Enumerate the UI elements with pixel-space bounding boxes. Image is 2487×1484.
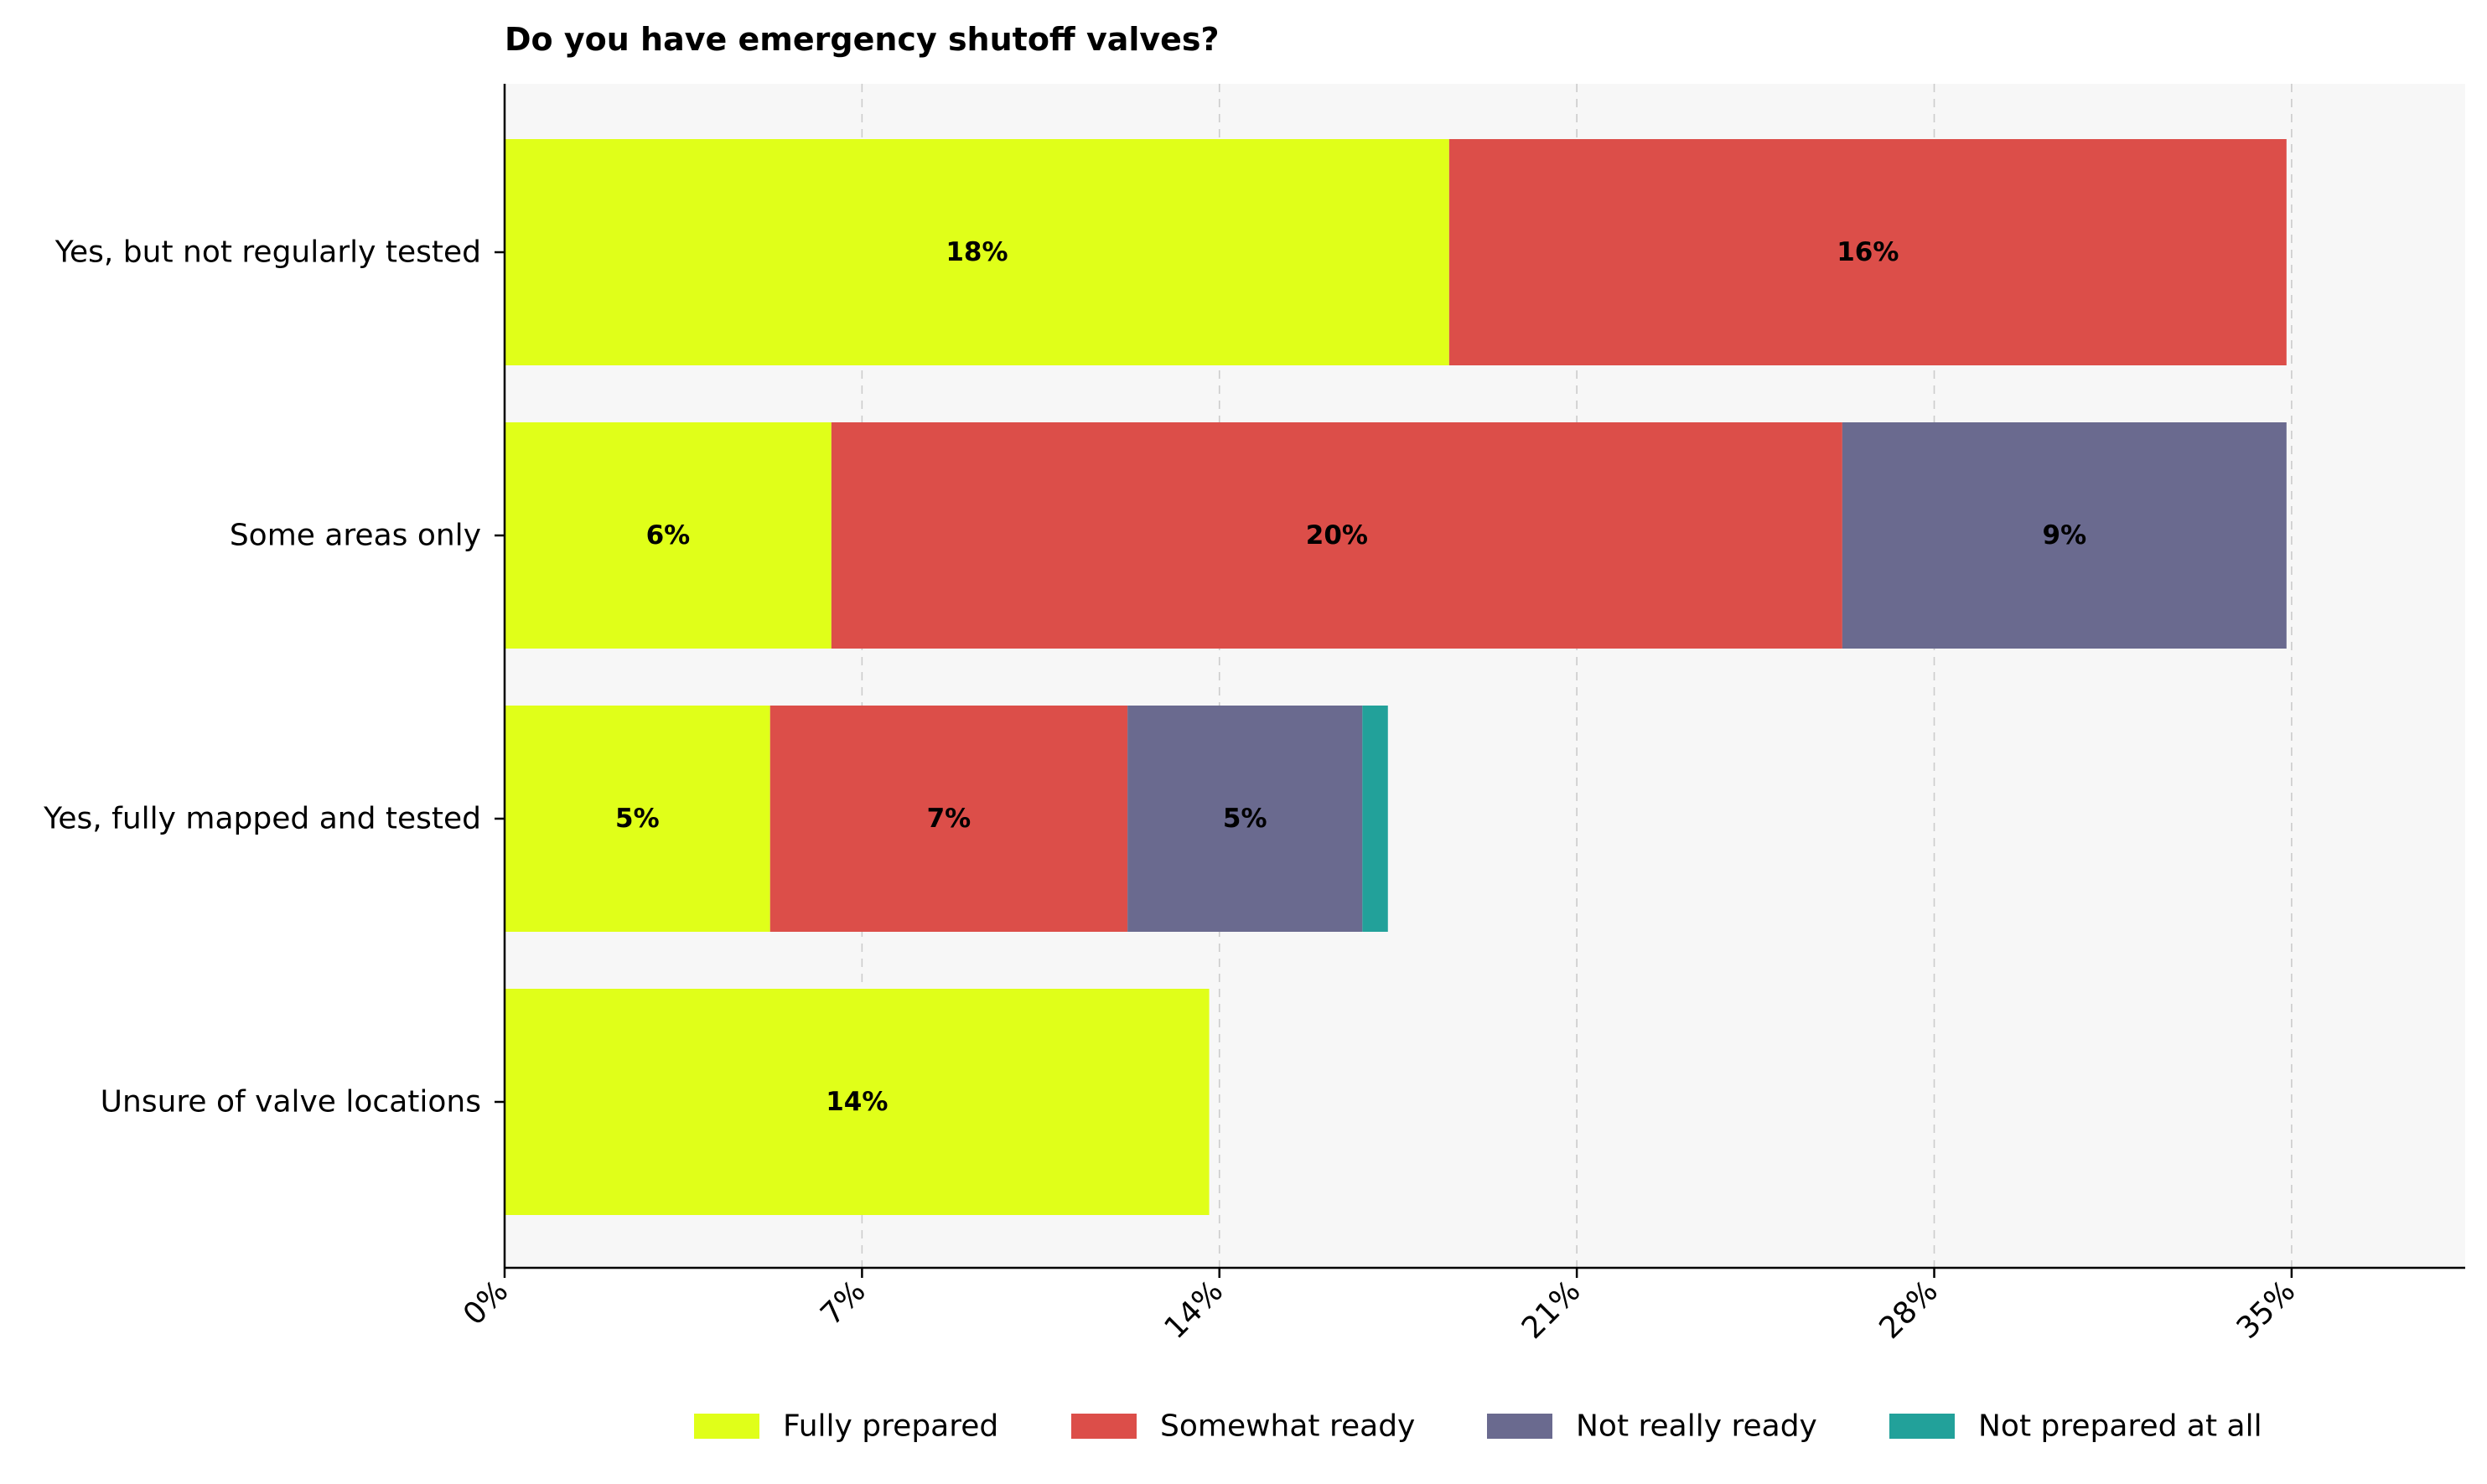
x-tick-label: 35% [2231,1274,2303,1346]
bar-value-labels: 18% 16% 6% 20% 9% 5% 7% 5% 14% [615,237,2086,1117]
x-tick-label: 0% [457,1274,515,1331]
legend-swatch [1071,1414,1137,1439]
bar-value-label: 14% [826,1087,888,1117]
x-tick-label: 14% [1158,1274,1231,1346]
bar-segment [1842,422,2287,649]
legend-label: Somewhat ready [1160,1409,1415,1444]
bar-segment [505,422,832,649]
bar-value-label: 20% [1306,520,1368,551]
legend-label: Fully prepared [783,1409,998,1444]
bars [505,139,2287,1215]
x-tick-label: 21% [1516,1274,1588,1346]
category-label: Yes, fully mapped and tested [43,802,481,836]
bar-value-label: 6% [646,520,691,551]
category-label: Yes, but not regularly tested [54,235,481,270]
bar-segment [505,139,1449,365]
bar-segment [1127,706,1363,932]
bar-value-label: 18% [946,237,1008,267]
axes [495,84,2465,1278]
category-labels: Yes, but not regularly tested Some areas … [43,235,481,1119]
bar-segment [505,706,770,932]
legend: Fully prepared Somewhat ready Not really r… [694,1409,2262,1444]
legend-swatch [1487,1414,1552,1439]
x-tick-label: 7% [814,1274,872,1331]
legend-swatch [1889,1414,1955,1439]
legend-label: Not prepared at all [1978,1409,2262,1444]
bar-value-label: 9% [2043,520,2087,551]
legend-label: Not really ready [1576,1409,1817,1444]
bar-segment [831,422,1842,649]
category-label: Some areas only [230,519,481,553]
bar-value-label: 7% [927,804,971,834]
bar-value-label: 5% [1223,804,1267,834]
legend-swatch [694,1414,759,1439]
bar-value-label: 5% [615,804,660,834]
bar-segment [1362,706,1388,932]
bar-segment [769,706,1128,932]
category-label: Unsure of valve locations [101,1085,481,1119]
x-tick-label: 28% [1873,1274,1945,1346]
x-tick-labels: 0% 7% 14% 21% 28% 35% [457,1274,2302,1346]
bar-segment [1448,139,2287,365]
bar-value-label: 16% [1837,237,1899,267]
bar-segment [505,989,1210,1215]
chart-title: Do you have emergency shutoff valves? [505,21,1220,58]
